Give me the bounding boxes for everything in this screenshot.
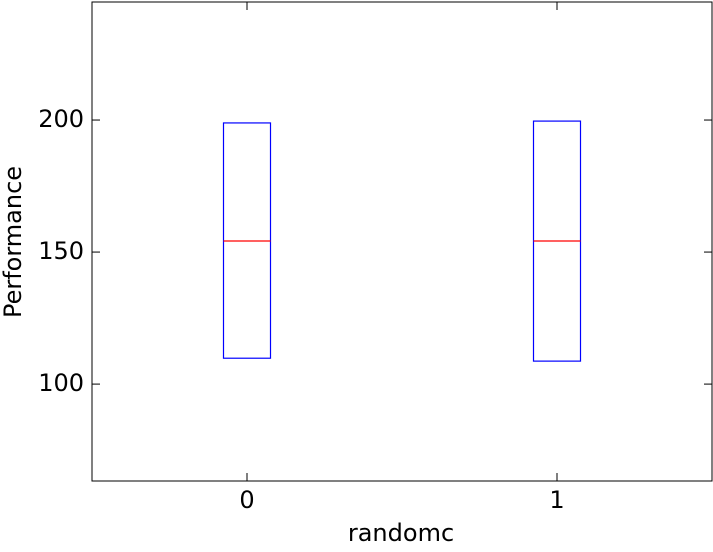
y-tick-label: 200	[38, 105, 84, 133]
y-tick-label: 100	[38, 369, 84, 397]
y-tick-label: 150	[38, 237, 84, 265]
plot-frame	[91, 1, 713, 482]
x-tick-label: 1	[549, 486, 564, 514]
y-axis-label: Performance	[0, 166, 27, 318]
x-tick-label: 0	[239, 486, 254, 514]
x-axis-label: randomc	[348, 519, 454, 547]
